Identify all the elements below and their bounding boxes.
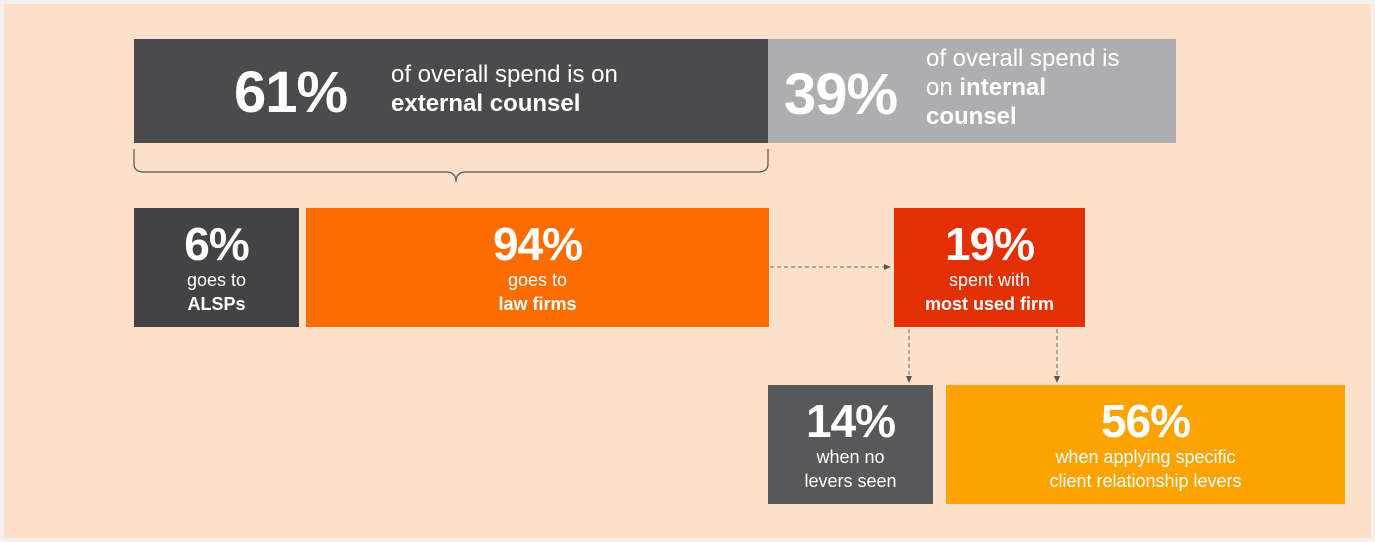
most-used-firm-percent: 19% [944, 218, 1035, 270]
no-levers-line1: when no [816, 447, 885, 467]
alsps-line2: ALSPs [187, 294, 246, 314]
alsps-box: 6% goes to ALSPs [134, 208, 299, 327]
internal-counsel-percent: 39% [784, 62, 898, 127]
external-brace [133, 149, 769, 183]
most-used-to-no-levers-arrowhead [906, 376, 912, 383]
internal-counsel-line2-prefix: on [926, 73, 960, 101]
connector-lines [133, 149, 1060, 383]
law-firms-percent: 94% [492, 218, 583, 270]
external-counsel-box: 61% of overall spend is on external coun… [134, 39, 768, 143]
internal-counsel-line2: on internal [926, 74, 1119, 103]
alsps-percent: 6% [184, 218, 249, 270]
relationship-levers-line2: client relationship levers [1049, 471, 1242, 491]
diagram-canvas: 61% of overall spend is on external coun… [4, 4, 1371, 538]
most-used-firm-line1: spent with [948, 270, 1031, 290]
internal-counsel-description: of overall spend is on internal counsel [926, 45, 1119, 131]
external-counsel-line1: of overall spend is on [391, 61, 618, 88]
no-levers-percent: 14% [805, 395, 896, 447]
internal-counsel-line3: counsel [926, 102, 1017, 130]
most-used-firm-box: 19% spent with most used firm [894, 208, 1085, 327]
most-used-to-levers-arrowhead [1054, 376, 1060, 383]
law-firms-line1: goes to [507, 270, 568, 290]
relationship-levers-line1: when applying specific [1055, 447, 1236, 467]
no-levers-line2: levers seen [804, 471, 897, 491]
law-firms-box: 94% goes to law firms [306, 208, 769, 327]
no-levers-box: 14% when no levers seen [768, 385, 933, 504]
external-counsel-description: of overall spend is on external counsel [391, 61, 618, 119]
external-counsel-line2: external counsel [391, 89, 581, 117]
internal-counsel-box: 39% of overall spend is on internal coun… [768, 39, 1176, 143]
internal-counsel-line2-bold: internal [959, 73, 1047, 101]
internal-counsel-line1: of overall spend is [926, 45, 1120, 72]
alsps-line1: goes to [186, 270, 247, 290]
relationship-levers-percent: 56% [1100, 395, 1191, 447]
law-to-most-used-arrowhead [884, 264, 891, 270]
relationship-levers-box: 56% when applying specific client relati… [946, 385, 1345, 504]
most-used-firm-line2: most used firm [924, 294, 1055, 314]
external-counsel-percent: 61% [234, 60, 348, 125]
law-firms-line2: law firms [498, 294, 577, 314]
